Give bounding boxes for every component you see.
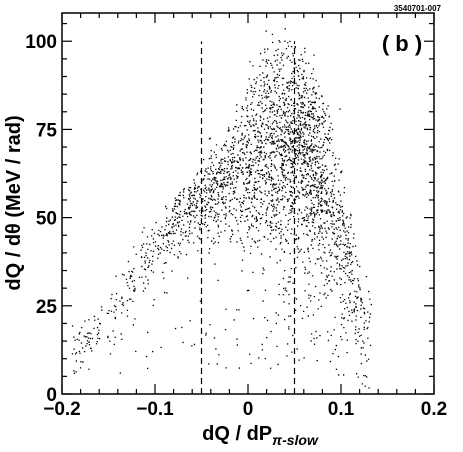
x-axis-title-main: dQ / dP (202, 423, 272, 445)
y-tick-label: 75 (36, 120, 58, 141)
x-tick-labels: −0.2 −0.1 0 0.1 0.2 (43, 399, 447, 420)
x-axis-title: dQ / dPπ-slow (202, 423, 319, 448)
axis-ticks (61, 13, 435, 395)
x-tick-label: 0 (243, 399, 254, 420)
scatter-points (71, 28, 373, 389)
x-tick-label: 0.2 (421, 399, 447, 420)
y-tick-label: 50 (36, 209, 57, 230)
cut-lines (200, 41, 296, 394)
scatter-point-cloud (71, 28, 373, 389)
x-axis-title-subscript: π-slow (272, 432, 319, 448)
y-tick-label: 100 (25, 32, 57, 53)
y-tick-label: 0 (46, 385, 57, 406)
x-tick-label: −0.1 (136, 399, 174, 420)
y-axis-title: dQ / dθ (MeV / rad) (3, 115, 25, 290)
plot-frame (61, 12, 435, 395)
x-tick-label: 0.1 (328, 399, 355, 420)
figure-id: 3540701-007 (394, 4, 442, 13)
x-tick-label: −0.2 (43, 399, 81, 420)
y-tick-labels: 0 25 50 75 100 (25, 32, 57, 406)
panel-label: ( b ) (382, 31, 422, 56)
y-tick-label: 25 (36, 297, 58, 318)
